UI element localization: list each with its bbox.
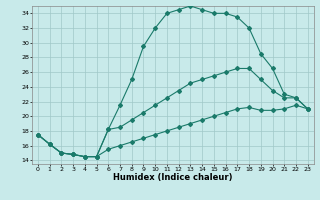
X-axis label: Humidex (Indice chaleur): Humidex (Indice chaleur) bbox=[113, 173, 233, 182]
